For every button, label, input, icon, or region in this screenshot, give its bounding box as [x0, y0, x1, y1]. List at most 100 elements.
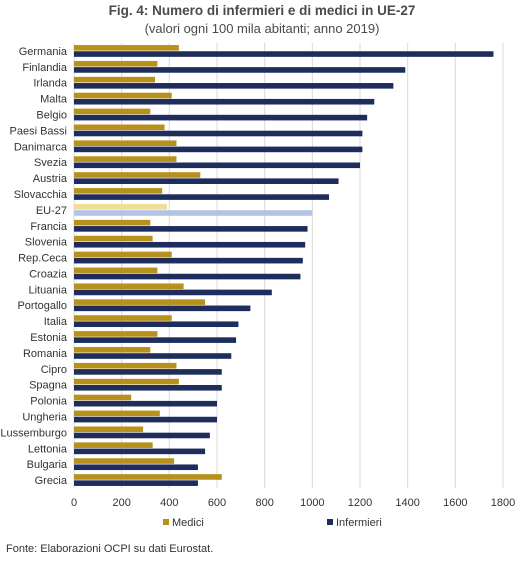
category-label: Finlandia: [22, 62, 68, 74]
x-tick-label: 0: [71, 497, 77, 509]
category-label: Estonia: [30, 332, 68, 344]
bar-medici-ungheria: [74, 410, 160, 417]
bar-infermieri-croazia: [74, 273, 301, 280]
bar-infermieri-portogallo: [74, 305, 251, 312]
bar-medici-slovenia: [74, 235, 153, 242]
source-note: Fonte: Elaborazioni OCPI su dati Eurosta…: [6, 543, 214, 555]
bar-infermieri-spagna: [74, 384, 222, 391]
category-label: Romania: [23, 348, 68, 360]
category-label: Lussemburgo: [0, 427, 67, 439]
bar-medici-bulgaria: [74, 458, 175, 464]
category-label: Svezia: [34, 157, 68, 169]
legend-label-infermieri: Infermieri: [336, 517, 382, 529]
bar-medici-belgio: [74, 108, 151, 115]
bar-medici-spagna: [74, 378, 179, 385]
bar-infermieri-estonia: [74, 337, 237, 343]
bar-medici-lituania: [74, 283, 184, 290]
bar-medici-slovacchia: [74, 188, 163, 194]
category-label: Grecia: [35, 475, 68, 487]
legend-swatch-medici: [163, 519, 169, 525]
bar-medici-danimarca: [74, 140, 177, 147]
category-label: Bulgaria: [27, 459, 68, 471]
bar-medici-italia: [74, 315, 172, 321]
x-tick-label: 800: [255, 497, 273, 509]
bar-infermieri-slovacchia: [74, 194, 330, 200]
bar-medici-malta: [74, 92, 172, 99]
bar-medici-francia: [74, 219, 151, 226]
bar-infermieri-grecia: [74, 480, 198, 486]
bar-infermieri-rep-ceca: [74, 257, 303, 264]
category-label: Cipro: [41, 364, 67, 376]
category-label: Italia: [44, 316, 68, 328]
bar-medici-lussemburgo: [74, 426, 144, 433]
category-label: Portogallo: [17, 300, 67, 312]
legend-swatch-infermieri: [327, 519, 333, 525]
bar-medici-cipro: [74, 362, 177, 369]
category-label: Lituania: [28, 284, 67, 296]
bar-infermieri-eu-27: [74, 210, 313, 216]
bar-infermieri-danimarca: [74, 146, 363, 153]
bar-medici-rep-ceca: [74, 251, 172, 258]
category-label: Spagna: [29, 380, 68, 392]
x-tick-label: 1600: [443, 497, 467, 509]
bar-infermieri-austria: [74, 178, 339, 184]
category-label: Ungheria: [22, 411, 68, 423]
category-label: Austria: [33, 173, 68, 185]
category-label: Francia: [30, 221, 68, 233]
category-label: Slovacchia: [14, 189, 68, 201]
bar-infermieri-bulgaria: [74, 464, 198, 471]
bar-infermieri-romania: [74, 353, 232, 359]
bar-medici-svezia: [74, 156, 177, 162]
bars: [74, 45, 494, 486]
bar-medici-estonia: [74, 331, 158, 337]
bar-infermieri-paesi-bassi: [74, 130, 363, 137]
bar-infermieri-slovenia: [74, 241, 306, 248]
category-label: EU-27: [36, 205, 67, 217]
bar-medici-germania: [74, 45, 179, 51]
category-label: Polonia: [30, 396, 68, 408]
legend-label-medici: Medici: [172, 517, 204, 529]
bar-infermieri-malta: [74, 98, 375, 105]
bar-medici-irlanda: [74, 76, 156, 83]
x-tick-label: 400: [160, 497, 178, 509]
x-tick-label: 1200: [348, 497, 372, 509]
category-label: Rep.Ceca: [18, 253, 68, 265]
category-label: Irlanda: [33, 78, 68, 90]
bar-medici-austria: [74, 172, 201, 178]
bar-infermieri-belgio: [74, 114, 368, 121]
category-label: Belgio: [36, 110, 67, 122]
bar-infermieri-francia: [74, 226, 308, 232]
bar-medici-paesi-bassi: [74, 124, 165, 131]
legend: Medici Infermieri: [163, 517, 382, 529]
x-tick-label: 200: [112, 497, 130, 509]
x-tick-label: 1400: [395, 497, 419, 509]
x-tick-label: 600: [208, 497, 226, 509]
bar-medici-finlandia: [74, 60, 158, 67]
bar-medici-portogallo: [74, 299, 206, 305]
bar-medici-lettonia: [74, 442, 153, 448]
category-label: Germania: [19, 46, 68, 58]
bar-infermieri-lettonia: [74, 448, 206, 455]
category-label: Malta: [40, 94, 68, 106]
bar-infermieri-italia: [74, 321, 239, 328]
chart-title: Fig. 4: Numero di infermieri e di medici…: [108, 3, 416, 18]
bar-chart: Germania Finlandia Irlanda Malta Belgio Paesi…: [0, 43, 515, 529]
bar-infermieri-cipro: [74, 369, 222, 375]
bar-infermieri-svezia: [74, 162, 360, 169]
category-labels: Germania Finlandia Irlanda Malta Belgio Paesi…: [0, 46, 68, 487]
x-tick-label: 1800: [491, 497, 515, 509]
category-label: Lettonia: [28, 443, 68, 455]
category-label: Paesi Bassi: [10, 125, 67, 137]
bar-infermieri-germania: [74, 51, 494, 57]
bar-infermieri-polonia: [74, 400, 217, 407]
bar-infermieri-lituania: [74, 289, 272, 296]
bar-infermieri-finlandia: [74, 67, 406, 73]
bar-medici-romania: [74, 347, 151, 353]
bar-infermieri-irlanda: [74, 83, 394, 89]
bar-infermieri-ungheria: [74, 416, 217, 423]
bar-medici-grecia: [74, 474, 222, 480]
chart-subtitle: (valori ogni 100 mila abitanti; anno 201…: [144, 21, 380, 36]
bar-medici-polonia: [74, 394, 132, 401]
category-label: Slovenia: [25, 237, 68, 249]
bar-infermieri-lussemburgo: [74, 432, 210, 439]
